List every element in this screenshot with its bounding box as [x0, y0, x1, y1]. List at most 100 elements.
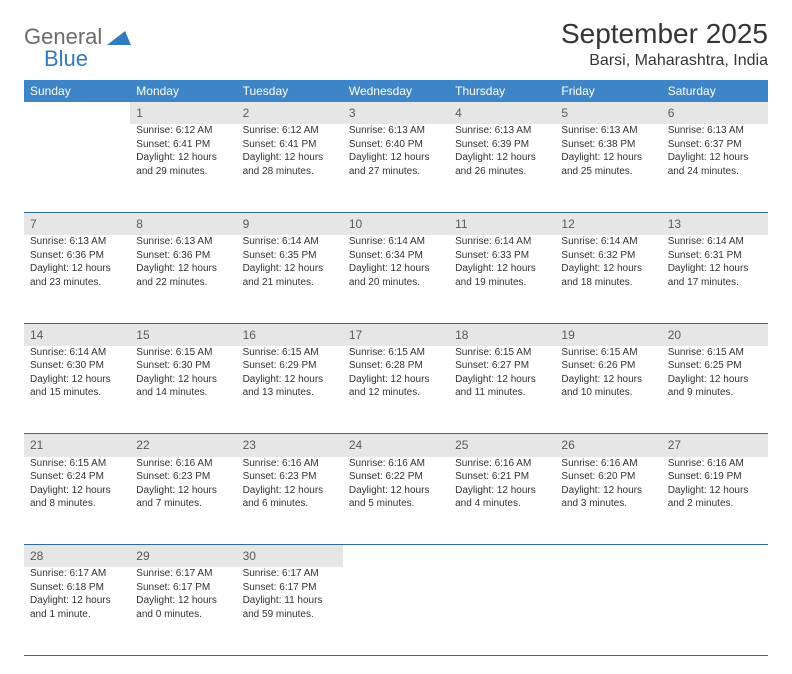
- sunrise-text: Sunrise: 6:15 AM: [243, 346, 337, 360]
- sunset-text: Sunset: 6:31 PM: [668, 249, 762, 263]
- day-cell: Sunrise: 6:17 AMSunset: 6:18 PMDaylight:…: [24, 567, 130, 655]
- weekday-header: Tuesday: [237, 80, 343, 102]
- day-number-cell: [24, 102, 130, 124]
- day-cell: [24, 124, 130, 212]
- day-cell: Sunrise: 6:16 AMSunset: 6:20 PMDaylight:…: [555, 457, 661, 545]
- sunset-text: Sunset: 6:23 PM: [136, 470, 230, 484]
- daylight-text: and 18 minutes.: [561, 276, 655, 290]
- sunrise-text: Sunrise: 6:15 AM: [349, 346, 443, 360]
- day-cell: Sunrise: 6:15 AMSunset: 6:24 PMDaylight:…: [24, 457, 130, 545]
- sunrise-text: Sunrise: 6:16 AM: [561, 457, 655, 471]
- day-content-row: Sunrise: 6:17 AMSunset: 6:18 PMDaylight:…: [24, 567, 768, 655]
- sunset-text: Sunset: 6:41 PM: [136, 138, 230, 152]
- daylight-text: Daylight: 12 hours: [455, 484, 549, 498]
- daylight-text: Daylight: 12 hours: [136, 484, 230, 498]
- daylight-text: and 59 minutes.: [243, 608, 337, 622]
- daylight-text: and 17 minutes.: [668, 276, 762, 290]
- day-cell: Sunrise: 6:16 AMSunset: 6:19 PMDaylight:…: [662, 457, 768, 545]
- day-cell: Sunrise: 6:14 AMSunset: 6:32 PMDaylight:…: [555, 235, 661, 323]
- sunrise-text: Sunrise: 6:14 AM: [243, 235, 337, 249]
- daylight-text: and 12 minutes.: [349, 386, 443, 400]
- sunrise-text: Sunrise: 6:16 AM: [455, 457, 549, 471]
- logo: General Blue: [24, 18, 131, 72]
- sunset-text: Sunset: 6:21 PM: [455, 470, 549, 484]
- sunset-text: Sunset: 6:17 PM: [136, 581, 230, 595]
- day-cell: Sunrise: 6:13 AMSunset: 6:39 PMDaylight:…: [449, 124, 555, 212]
- daylight-text: and 28 minutes.: [243, 165, 337, 179]
- day-cell: Sunrise: 6:13 AMSunset: 6:36 PMDaylight:…: [24, 235, 130, 323]
- daylight-text: Daylight: 12 hours: [668, 262, 762, 276]
- day-cell: Sunrise: 6:16 AMSunset: 6:23 PMDaylight:…: [130, 457, 236, 545]
- sunset-text: Sunset: 6:17 PM: [243, 581, 337, 595]
- day-number-cell: 5: [555, 102, 661, 124]
- daylight-text: Daylight: 12 hours: [668, 484, 762, 498]
- daylight-text: Daylight: 12 hours: [455, 373, 549, 387]
- sunrise-text: Sunrise: 6:14 AM: [668, 235, 762, 249]
- day-number-cell: 3: [343, 102, 449, 124]
- weekday-header: Thursday: [449, 80, 555, 102]
- daylight-text: Daylight: 12 hours: [243, 151, 337, 165]
- daylight-text: Daylight: 12 hours: [668, 373, 762, 387]
- daylight-text: Daylight: 12 hours: [243, 373, 337, 387]
- sunrise-text: Sunrise: 6:15 AM: [30, 457, 124, 471]
- day-number-cell: 30: [237, 545, 343, 568]
- sunset-text: Sunset: 6:35 PM: [243, 249, 337, 263]
- weekday-header: Saturday: [662, 80, 768, 102]
- sunrise-text: Sunrise: 6:17 AM: [243, 567, 337, 581]
- day-cell: Sunrise: 6:16 AMSunset: 6:22 PMDaylight:…: [343, 457, 449, 545]
- sunrise-text: Sunrise: 6:13 AM: [561, 124, 655, 138]
- daylight-text: Daylight: 11 hours: [243, 594, 337, 608]
- daylight-text: and 19 minutes.: [455, 276, 549, 290]
- day-cell: Sunrise: 6:13 AMSunset: 6:40 PMDaylight:…: [343, 124, 449, 212]
- sunset-text: Sunset: 6:37 PM: [668, 138, 762, 152]
- day-cell: Sunrise: 6:12 AMSunset: 6:41 PMDaylight:…: [130, 124, 236, 212]
- day-cell: Sunrise: 6:16 AMSunset: 6:23 PMDaylight:…: [237, 457, 343, 545]
- logo-text-general: General: [24, 24, 102, 49]
- sunrise-text: Sunrise: 6:14 AM: [349, 235, 443, 249]
- daylight-text: Daylight: 12 hours: [561, 484, 655, 498]
- sunrise-text: Sunrise: 6:15 AM: [668, 346, 762, 360]
- day-number-cell: 29: [130, 545, 236, 568]
- sunrise-text: Sunrise: 6:13 AM: [30, 235, 124, 249]
- daylight-text: and 1 minute.: [30, 608, 124, 622]
- sunrise-text: Sunrise: 6:16 AM: [243, 457, 337, 471]
- sunset-text: Sunset: 6:27 PM: [455, 359, 549, 373]
- daylight-text: and 20 minutes.: [349, 276, 443, 290]
- sunset-text: Sunset: 6:36 PM: [30, 249, 124, 263]
- daylight-text: and 15 minutes.: [30, 386, 124, 400]
- sunset-text: Sunset: 6:24 PM: [30, 470, 124, 484]
- title-block: September 2025 Barsi, Maharashtra, India: [561, 18, 768, 70]
- daylight-text: and 13 minutes.: [243, 386, 337, 400]
- daylight-text: Daylight: 12 hours: [349, 484, 443, 498]
- sunrise-text: Sunrise: 6:12 AM: [243, 124, 337, 138]
- day-number-cell: 23: [237, 434, 343, 457]
- day-number-cell: [555, 545, 661, 568]
- day-number-cell: 17: [343, 323, 449, 346]
- day-number-row: 14151617181920: [24, 323, 768, 346]
- day-cell: Sunrise: 6:13 AMSunset: 6:37 PMDaylight:…: [662, 124, 768, 212]
- daylight-text: Daylight: 12 hours: [349, 373, 443, 387]
- daylight-text: Daylight: 12 hours: [136, 373, 230, 387]
- daylight-text: Daylight: 12 hours: [30, 373, 124, 387]
- sunset-text: Sunset: 6:41 PM: [243, 138, 337, 152]
- day-cell: Sunrise: 6:13 AMSunset: 6:36 PMDaylight:…: [130, 235, 236, 323]
- daylight-text: Daylight: 12 hours: [561, 373, 655, 387]
- day-cell: Sunrise: 6:17 AMSunset: 6:17 PMDaylight:…: [237, 567, 343, 655]
- day-content-row: Sunrise: 6:13 AMSunset: 6:36 PM Daylight:…: [24, 235, 768, 323]
- daylight-text: and 25 minutes.: [561, 165, 655, 179]
- daylight-text: and 0 minutes.: [136, 608, 230, 622]
- sunset-text: Sunset: 6:20 PM: [561, 470, 655, 484]
- day-number-cell: 1: [130, 102, 236, 124]
- day-number-cell: 4: [449, 102, 555, 124]
- daylight-text: and 21 minutes.: [243, 276, 337, 290]
- day-cell: Sunrise: 6:17 AMSunset: 6:17 PMDaylight:…: [130, 567, 236, 655]
- daylight-text: and 26 minutes.: [455, 165, 549, 179]
- sunset-text: Sunset: 6:29 PM: [243, 359, 337, 373]
- daylight-text: and 7 minutes.: [136, 497, 230, 511]
- day-number-cell: 12: [555, 212, 661, 235]
- day-number-cell: 19: [555, 323, 661, 346]
- weekday-header: Sunday: [24, 80, 130, 102]
- daylight-text: and 27 minutes.: [349, 165, 443, 179]
- day-cell: Sunrise: 6:14 AMSunset: 6:33 PMDaylight:…: [449, 235, 555, 323]
- sunrise-text: Sunrise: 6:16 AM: [668, 457, 762, 471]
